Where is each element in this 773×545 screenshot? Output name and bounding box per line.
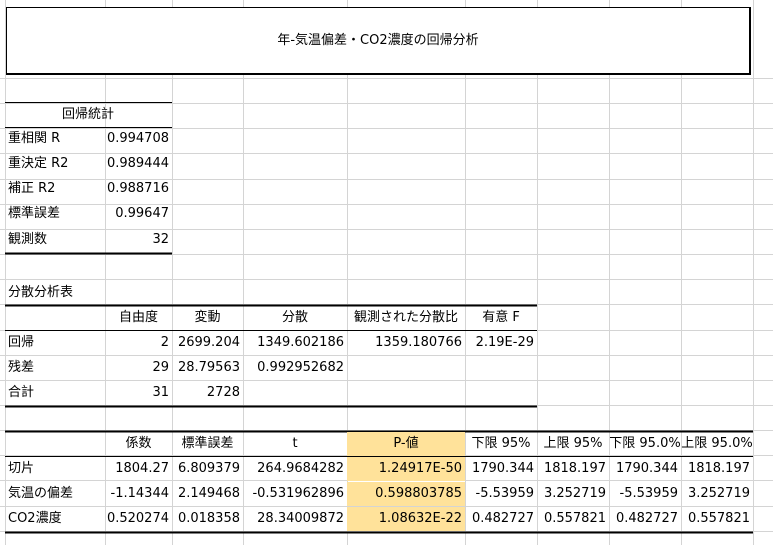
coef-se[interactable]: 0.018358: [177, 511, 240, 526]
coef-lower950[interactable]: 0.482727: [615, 511, 678, 526]
coef-t[interactable]: 264.9684282: [257, 461, 344, 476]
coef-lower95[interactable]: 1790.344: [471, 461, 534, 476]
anova-df[interactable]: 31: [152, 385, 169, 400]
anova-header[interactable]: 有意 F: [482, 310, 520, 325]
coef-upper950[interactable]: 3.252719: [687, 486, 750, 501]
anova-df[interactable]: 2: [160, 335, 169, 350]
anova-header[interactable]: 観測された分散比: [353, 310, 458, 325]
anova-ss[interactable]: 2728: [206, 385, 240, 400]
stat-label[interactable]: 重決定 R2: [8, 156, 69, 171]
anova-header[interactable]: 自由度: [118, 310, 158, 325]
coef-value[interactable]: 1804.27: [115, 461, 169, 476]
stat-value[interactable]: 0.99647: [115, 206, 169, 221]
coef-header[interactable]: t: [292, 436, 298, 451]
coef-header[interactable]: 下限 95%: [471, 436, 531, 451]
coef-t[interactable]: 28.34009872: [257, 511, 344, 526]
coef-upper95[interactable]: 0.557821: [543, 511, 606, 526]
coef-lower950[interactable]: -5.53959: [619, 486, 678, 501]
coef-t[interactable]: -0.531962896: [252, 486, 344, 501]
stat-label[interactable]: 重相関 R: [8, 131, 61, 146]
sheet-title: 年-気温偏差・CO2濃度の回帰分析: [277, 33, 479, 48]
coef-upper950[interactable]: 1818.197: [687, 461, 750, 476]
coef-header[interactable]: 係数: [125, 436, 152, 451]
coef-header[interactable]: 上限 95.0%: [681, 436, 753, 451]
stat-value[interactable]: 0.989444: [106, 156, 169, 171]
coef-pvalue[interactable]: 1.08632E-22: [347, 507, 465, 531]
stat-value[interactable]: 0.994708: [106, 131, 169, 146]
anova-title[interactable]: 分散分析表: [8, 285, 74, 300]
coef-header-pvalue[interactable]: P-値: [347, 432, 465, 456]
anova-ss[interactable]: 28.79563: [177, 360, 240, 375]
anova-ms[interactable]: 0.992952682: [257, 360, 344, 375]
coef-pvalue[interactable]: 1.24917E-50: [347, 457, 465, 481]
anova-ms[interactable]: 1349.602186: [257, 335, 344, 350]
coef-se[interactable]: 6.809379: [177, 461, 240, 476]
stat-label[interactable]: 補正 R2: [8, 181, 56, 196]
coef-header[interactable]: 上限 95%: [543, 436, 603, 451]
coef-value[interactable]: 0.520274: [106, 511, 169, 526]
stat-value[interactable]: 0.988716: [106, 181, 169, 196]
anova-header[interactable]: 変動: [194, 310, 221, 325]
stat-label[interactable]: 観測数: [8, 232, 48, 247]
coef-se[interactable]: 2.149468: [177, 486, 240, 501]
stat-value[interactable]: 32: [152, 232, 169, 247]
coef-row-label[interactable]: 切片: [8, 461, 35, 476]
coef-value[interactable]: -1.14344: [110, 486, 169, 501]
coef-pvalue[interactable]: 0.598803785: [347, 482, 465, 506]
anova-row-label[interactable]: 残差: [8, 360, 35, 375]
title-box[interactable]: 年-気温偏差・CO2濃度の回帰分析: [6, 7, 751, 75]
anova-f[interactable]: 1359.180766: [375, 335, 462, 350]
coef-upper95[interactable]: 1818.197: [543, 461, 606, 476]
coef-lower95[interactable]: -5.53959: [475, 486, 534, 501]
coef-row-label[interactable]: CO2濃度: [8, 511, 62, 526]
anova-sigf[interactable]: 2.19E-29: [475, 335, 534, 350]
anova-df[interactable]: 29: [152, 360, 169, 375]
coef-header[interactable]: 標準誤差: [181, 436, 234, 451]
regression-stats-header[interactable]: 回帰統計: [61, 107, 114, 122]
coef-row-label[interactable]: 気温の偏差: [8, 486, 74, 501]
coef-upper950[interactable]: 0.557821: [687, 511, 750, 526]
stat-label[interactable]: 標準誤差: [8, 206, 61, 221]
anova-header[interactable]: 分散: [281, 310, 308, 325]
coef-lower95[interactable]: 0.482727: [471, 511, 534, 526]
coef-lower950[interactable]: 1790.344: [615, 461, 678, 476]
coef-header[interactable]: 下限 95.0%: [609, 436, 681, 451]
coef-upper95[interactable]: 3.252719: [543, 486, 606, 501]
anova-ss[interactable]: 2699.204: [177, 335, 240, 350]
anova-row-label[interactable]: 合計: [8, 385, 35, 400]
anova-row-label[interactable]: 回帰: [8, 335, 35, 350]
